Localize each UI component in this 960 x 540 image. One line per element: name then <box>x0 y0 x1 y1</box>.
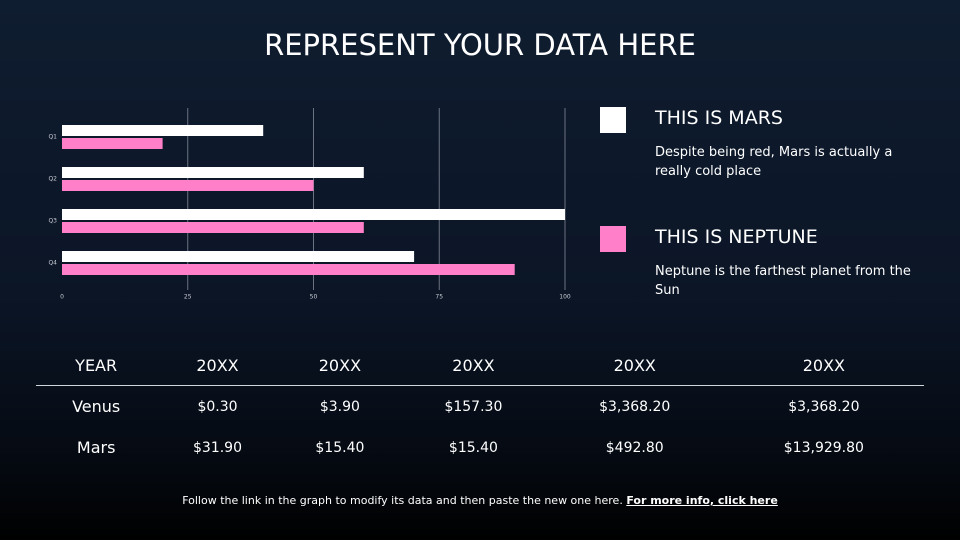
x-tick-label: 25 <box>184 294 192 301</box>
table-cell: Mars <box>76 438 116 457</box>
table-header: YEAR 20XX 20XX 20XX 20XX 20XX <box>36 345 924 386</box>
chart: 0 25 50 75 100 Q1 Q2 Q3 Q4 <box>48 108 571 301</box>
table-row: Mars $31.90 $15.40 $15.40 $492.80 $13,929.80 <box>36 427 924 468</box>
footer: Follow the link in the graph to modify i… <box>0 494 960 507</box>
header-cell: YEAR <box>36 345 157 386</box>
table-row: Venus $0.30 $3.90 $157.30 $3,368.20 $3,368.20 <box>36 386 924 428</box>
header-cell: 20XX <box>156 345 279 386</box>
table-cell: $15.40 <box>315 439 365 456</box>
x-tick-label: 75 <box>435 294 443 301</box>
bar <box>62 209 565 220</box>
bar <box>62 251 415 262</box>
table-cell: $3,368.20 <box>788 398 860 415</box>
header-cell: 20XX <box>545 345 724 386</box>
header-cell: 20XX <box>401 345 546 386</box>
header-cell: 20XX <box>723 345 924 386</box>
table-cell: $31.90 <box>193 439 242 456</box>
table-cell: $0.30 <box>197 398 238 415</box>
header-cell: 20XX <box>278 345 402 386</box>
y-tick-label: Q2 <box>48 176 57 183</box>
table-cell: $3,368.20 <box>599 398 671 415</box>
footer-link[interactable]: For more info, click here <box>626 494 778 507</box>
table-cell: $15.40 <box>448 439 498 456</box>
slide-title: REPRESENT YOUR DATA HERE <box>264 28 696 62</box>
data-table: YEAR 20XX 20XX 20XX 20XX 20XX Venus $0.30 $3.90 $… <box>36 345 924 468</box>
bar <box>62 222 364 233</box>
bar <box>62 138 163 149</box>
legend-description: Neptune is the farthest planet from the … <box>655 264 911 298</box>
y-tick-label: Q4 <box>48 260 57 267</box>
table-cell: $13,929.80 <box>783 439 864 456</box>
bar <box>62 167 364 178</box>
bar <box>62 264 515 275</box>
y-tick-label: Q1 <box>48 134 57 141</box>
table-cell: $3.90 <box>319 398 360 415</box>
x-tick-label: 100 <box>559 294 571 301</box>
y-tick-label: Q3 <box>48 218 57 225</box>
bar <box>62 180 314 191</box>
footer-text: Follow the link in the graph to modify i… <box>182 494 623 507</box>
x-tick-label: 50 <box>310 294 318 301</box>
table-cell: $492.80 <box>605 439 664 456</box>
table-cell: Venus <box>72 397 121 416</box>
legend-label: THIS IS NEPTUNE <box>655 226 818 248</box>
bar <box>62 125 264 136</box>
legend-swatch <box>600 226 626 252</box>
x-tick-label: 0 <box>60 294 64 301</box>
legend-swatch <box>600 107 626 133</box>
legend-description: Despite being red, Mars is actually a re… <box>655 145 893 179</box>
legend-label: THIS IS MARS <box>655 107 783 129</box>
table-cell: $157.30 <box>444 398 503 415</box>
